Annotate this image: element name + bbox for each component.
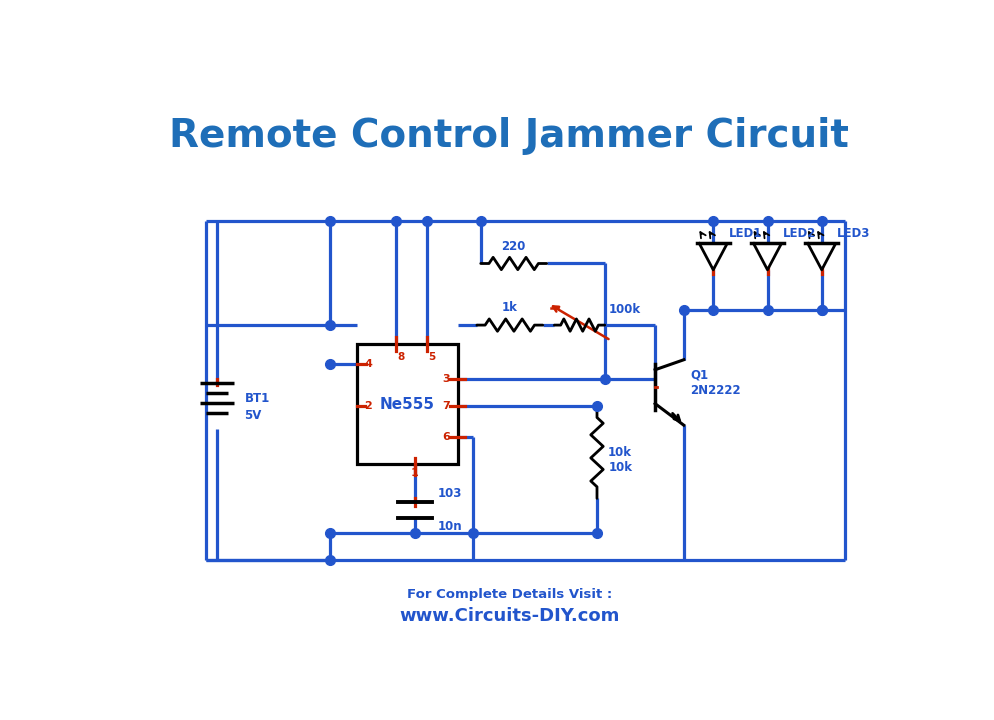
- Text: 2: 2: [365, 401, 372, 411]
- Text: 5V: 5V: [245, 409, 261, 422]
- Text: 4: 4: [365, 359, 373, 369]
- Text: 5: 5: [428, 352, 435, 362]
- Text: 10k: 10k: [608, 461, 632, 474]
- Text: 10n: 10n: [438, 520, 463, 533]
- Text: LED1: LED1: [729, 227, 762, 240]
- Text: Ne555: Ne555: [380, 397, 434, 412]
- Text: LED3: LED3: [837, 227, 871, 240]
- Text: 100k: 100k: [608, 303, 641, 316]
- Text: 3: 3: [442, 374, 449, 384]
- Text: 103: 103: [438, 487, 462, 500]
- Text: 1: 1: [411, 467, 418, 477]
- Text: 8: 8: [397, 352, 405, 362]
- Text: Remote Control Jammer Circuit: Remote Control Jammer Circuit: [170, 117, 849, 156]
- Text: BT1: BT1: [245, 392, 269, 405]
- Bar: [357, 344, 457, 464]
- Text: 10k: 10k: [608, 446, 632, 459]
- Text: 7: 7: [442, 401, 449, 411]
- Text: 6: 6: [442, 432, 449, 442]
- Text: 1k: 1k: [502, 301, 518, 315]
- Text: www.Circuits-DIY.com: www.Circuits-DIY.com: [400, 607, 619, 625]
- Text: For Complete Details Visit :: For Complete Details Visit :: [407, 588, 612, 601]
- Text: Q1: Q1: [690, 369, 708, 382]
- Text: 2N2222: 2N2222: [690, 384, 741, 397]
- Text: LED2: LED2: [783, 227, 816, 240]
- Text: 220: 220: [502, 240, 526, 253]
